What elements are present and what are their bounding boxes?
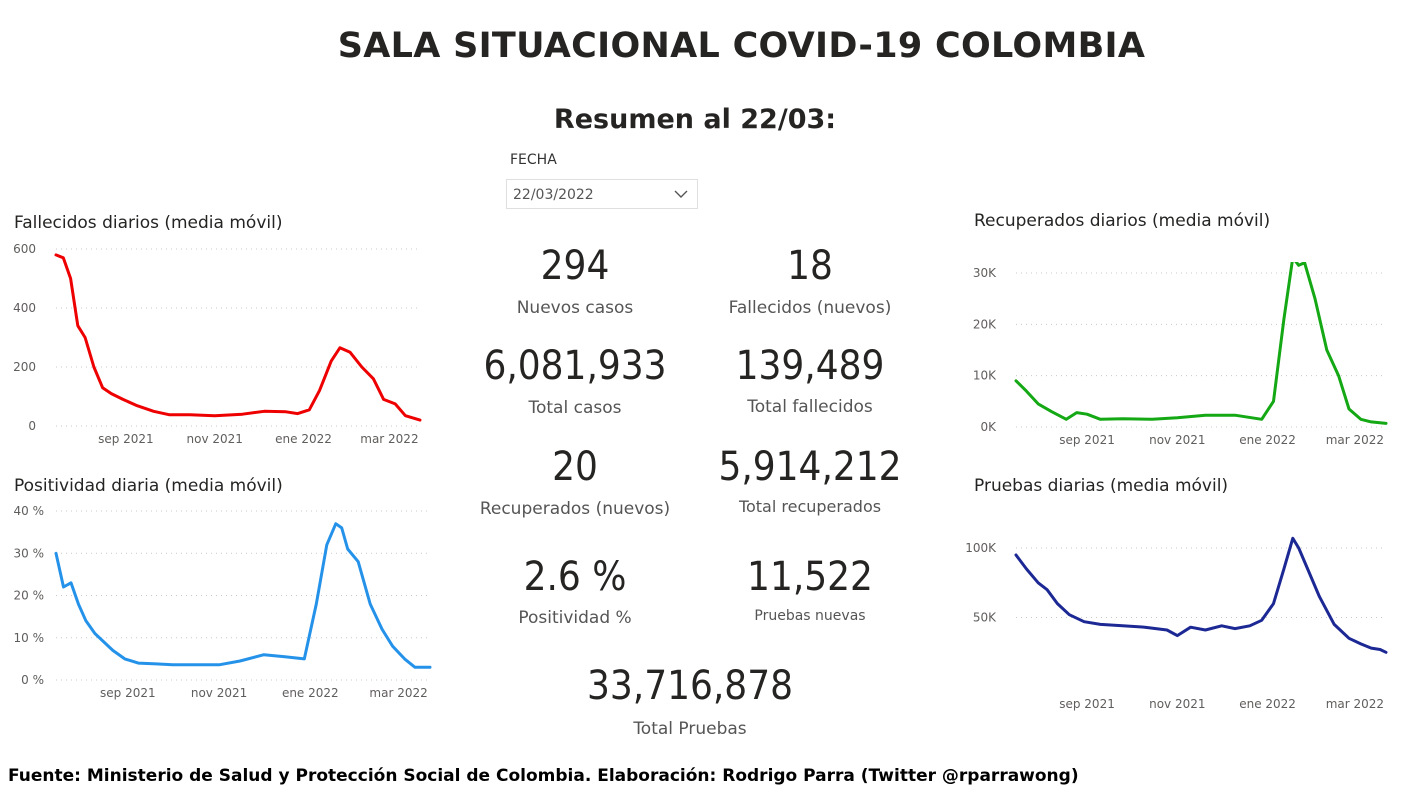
page-title: SALA SITUACIONAL COVID-19 COLOMBIA: [337, 26, 1146, 66]
x-tick-label: mar 2022: [1326, 433, 1384, 447]
source-footer: Fuente: Ministerio de Salud y Protección…: [8, 766, 1079, 786]
x-tick-label: ene 2022: [275, 432, 332, 446]
y-tick-label: 400: [13, 301, 36, 315]
chevron-down-icon: [674, 190, 688, 198]
y-tick-label: 20 %: [14, 589, 45, 603]
x-tick-label: sep 2021: [100, 686, 156, 700]
date-filter-dropdown[interactable]: 22/03/2022: [506, 179, 698, 209]
x-tick-label: ene 2022: [282, 686, 339, 700]
kpi-new-tests-label: Pruebas nuevas: [754, 608, 866, 624]
y-tick-label: 30K: [973, 266, 997, 280]
x-tick-label: sep 2021: [1059, 697, 1115, 711]
y-tick-label: 200: [13, 360, 36, 374]
x-tick-label: sep 2021: [1059, 433, 1115, 447]
y-tick-label: 100K: [965, 541, 997, 555]
x-tick-label: mar 2022: [360, 432, 418, 446]
y-tick-label: 0K: [980, 420, 997, 434]
kpi-new-cases-label: Nuevos casos: [516, 298, 634, 318]
y-tick-label: 0: [28, 419, 36, 433]
kpi-positivity-value: 2.6 %: [523, 554, 627, 600]
kpi-total-deaths-value: 139,489: [735, 343, 885, 389]
x-tick-label: nov 2021: [187, 432, 243, 446]
x-tick-label: ene 2022: [1239, 697, 1296, 711]
kpi-new-tests-value: 11,522: [747, 554, 873, 600]
y-tick-label: 0 %: [21, 673, 44, 687]
series-line: [1014, 536, 1388, 654]
deaths-chart-title: Fallecidos diarios (media móvil): [14, 213, 283, 233]
kpi-positivity-label: Positividad %: [518, 608, 632, 628]
x-tick-label: sep 2021: [98, 432, 154, 446]
series-line: [54, 253, 422, 422]
kpi-new-deaths-value: 18: [787, 243, 833, 289]
positivity-chart-title: Positividad diaria (media móvil): [14, 476, 283, 496]
kpi-new-recovered-value: 20: [552, 444, 598, 490]
recovered-line-chart[interactable]: 0K 10K 20K 30K sep 2021 nov 2021 ene 2022 mar 2…: [960, 262, 1400, 454]
y-tick-label: 600: [13, 242, 36, 256]
kpi-total-cases-value: 6,081,933: [483, 343, 667, 389]
summary-subtitle: Resumen al 22/03:: [553, 104, 837, 135]
y-tick-label: 30 %: [14, 546, 45, 560]
date-filter-value: 22/03/2022: [513, 187, 594, 203]
y-tick-label: 40 %: [14, 504, 45, 518]
x-tick-label: nov 2021: [1149, 433, 1205, 447]
x-tick-label: nov 2021: [191, 686, 247, 700]
positivity-line-chart[interactable]: 0 % 10 % 20 % 30 % 40 % sep 2021 nov 2021 ene 2…: [0, 502, 440, 707]
tests-line-chart[interactable]: 50K 100K sep 2021 nov 2021 ene 2022 mar 2022: [960, 530, 1400, 720]
series-line: [1014, 262, 1388, 425]
kpi-new-recovered-label: Recuperados (nuevos): [479, 499, 671, 519]
y-tick-label: 10 %: [14, 631, 45, 645]
tests-chart-title: Pruebas diarias (media móvil): [974, 476, 1229, 496]
kpi-total-tests-value: 33,716,878: [587, 663, 793, 709]
recovered-chart-title: Recuperados diarios (media móvil): [974, 211, 1271, 231]
kpi-new-deaths-label: Fallecidos (nuevos): [728, 298, 892, 318]
x-tick-label: mar 2022: [1326, 697, 1384, 711]
deaths-line-chart[interactable]: 0 200 400 600 sep 2021 nov 2021 ene 2022 mar 20…: [0, 240, 440, 455]
kpi-total-cases-label: Total casos: [528, 398, 622, 418]
x-tick-label: ene 2022: [1239, 433, 1296, 447]
y-tick-label: 10K: [973, 369, 997, 383]
kpi-total-recovered-value: 5,914,212: [718, 444, 902, 490]
x-tick-label: nov 2021: [1149, 697, 1205, 711]
kpi-total-tests-label: Total Pruebas: [633, 719, 747, 739]
kpi-total-deaths-label: Total fallecidos: [747, 397, 873, 417]
y-tick-label: 50K: [973, 611, 997, 625]
kpi-new-cases-value: 294: [540, 243, 610, 289]
x-tick-label: mar 2022: [369, 686, 427, 700]
series-line: [54, 522, 432, 669]
date-filter-label: FECHA: [510, 152, 557, 168]
y-tick-label: 20K: [973, 317, 997, 331]
kpi-total-recovered-label: Total recuperados: [738, 497, 882, 516]
